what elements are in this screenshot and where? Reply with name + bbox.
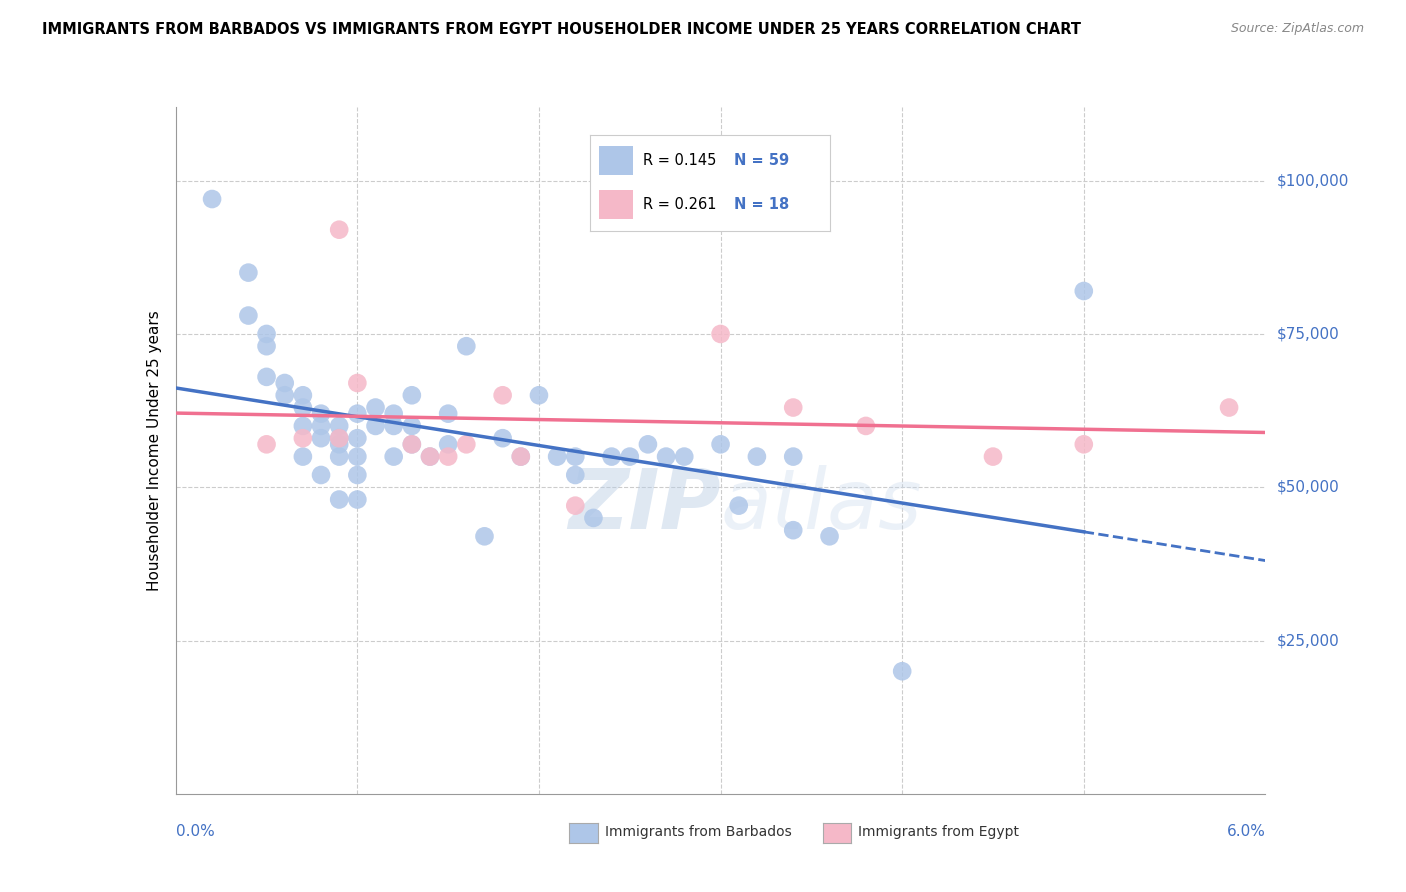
Point (600, 450, 623, 464)
Point (891, 664, 914, 678)
Point (546, 450, 568, 464)
Point (492, 388, 515, 402)
Point (637, 437, 659, 451)
Point (291, 401, 314, 415)
Point (364, 401, 387, 415)
Text: $75,000: $75,000 (1277, 326, 1340, 342)
Point (1218, 401, 1240, 415)
Y-axis label: Householder Income Under 25 years: Householder Income Under 25 years (146, 310, 162, 591)
Point (309, 418, 332, 433)
Text: $50,000: $50,000 (1277, 480, 1340, 495)
Point (328, 492, 350, 507)
Text: 0.0%: 0.0% (176, 824, 215, 839)
Point (401, 418, 423, 433)
Text: Source: ZipAtlas.com: Source: ZipAtlas.com (1230, 22, 1364, 36)
Point (437, 407, 460, 421)
Point (492, 431, 515, 445)
Point (256, 437, 278, 451)
Point (474, 529, 496, 543)
Point (274, 388, 297, 402)
Point (437, 437, 460, 451)
Point (256, 369, 278, 384)
Point (238, 309, 260, 323)
Point (401, 437, 423, 451)
Text: 6.0%: 6.0% (1226, 824, 1265, 839)
Text: Immigrants from Barbados: Immigrants from Barbados (605, 825, 792, 839)
Text: IMMIGRANTS FROM BARBADOS VS IMMIGRANTS FROM EGYPT HOUSEHOLDER INCOME UNDER 25 YE: IMMIGRANTS FROM BARBADOS VS IMMIGRANTS F… (42, 22, 1081, 37)
Point (456, 437, 478, 451)
Point (328, 418, 350, 433)
Point (509, 450, 531, 464)
Point (291, 450, 314, 464)
Point (1073, 284, 1095, 298)
Point (256, 339, 278, 353)
Text: $25,000: $25,000 (1277, 633, 1340, 648)
Text: $100,000: $100,000 (1277, 173, 1348, 188)
Point (328, 431, 350, 445)
Point (291, 388, 314, 402)
Point (328, 222, 350, 236)
Point (328, 431, 350, 445)
Text: atlas: atlas (721, 465, 922, 546)
Point (564, 499, 586, 513)
Point (818, 529, 841, 543)
Point (782, 523, 804, 537)
Point (527, 388, 550, 402)
Point (401, 388, 423, 402)
Point (346, 492, 368, 507)
Point (619, 450, 641, 464)
Point (364, 418, 387, 433)
Point (328, 450, 350, 464)
Point (727, 499, 749, 513)
Text: ZIP: ZIP (568, 465, 721, 546)
Point (710, 437, 733, 451)
Point (419, 450, 441, 464)
Point (456, 339, 478, 353)
Point (309, 431, 332, 445)
Point (309, 407, 332, 421)
Text: Immigrants from Egypt: Immigrants from Egypt (858, 825, 1019, 839)
Point (309, 467, 332, 482)
Point (401, 437, 423, 451)
Point (346, 450, 368, 464)
Point (256, 326, 278, 341)
Point (346, 431, 368, 445)
Point (437, 450, 460, 464)
Point (509, 450, 531, 464)
Point (291, 418, 314, 433)
Point (782, 401, 804, 415)
Point (564, 450, 586, 464)
Point (582, 511, 605, 525)
Point (673, 450, 696, 464)
Point (238, 266, 260, 280)
Point (710, 326, 733, 341)
Point (346, 407, 368, 421)
Point (855, 418, 877, 433)
Point (382, 450, 405, 464)
Point (291, 431, 314, 445)
Point (328, 437, 350, 451)
Point (745, 450, 768, 464)
Point (382, 407, 405, 421)
Point (346, 376, 368, 390)
Point (346, 467, 368, 482)
Point (419, 450, 441, 464)
Point (201, 192, 224, 206)
Point (382, 418, 405, 433)
Point (782, 450, 804, 464)
Point (274, 376, 297, 390)
Point (1073, 437, 1095, 451)
Point (564, 467, 586, 482)
Point (655, 450, 678, 464)
Point (981, 450, 1004, 464)
